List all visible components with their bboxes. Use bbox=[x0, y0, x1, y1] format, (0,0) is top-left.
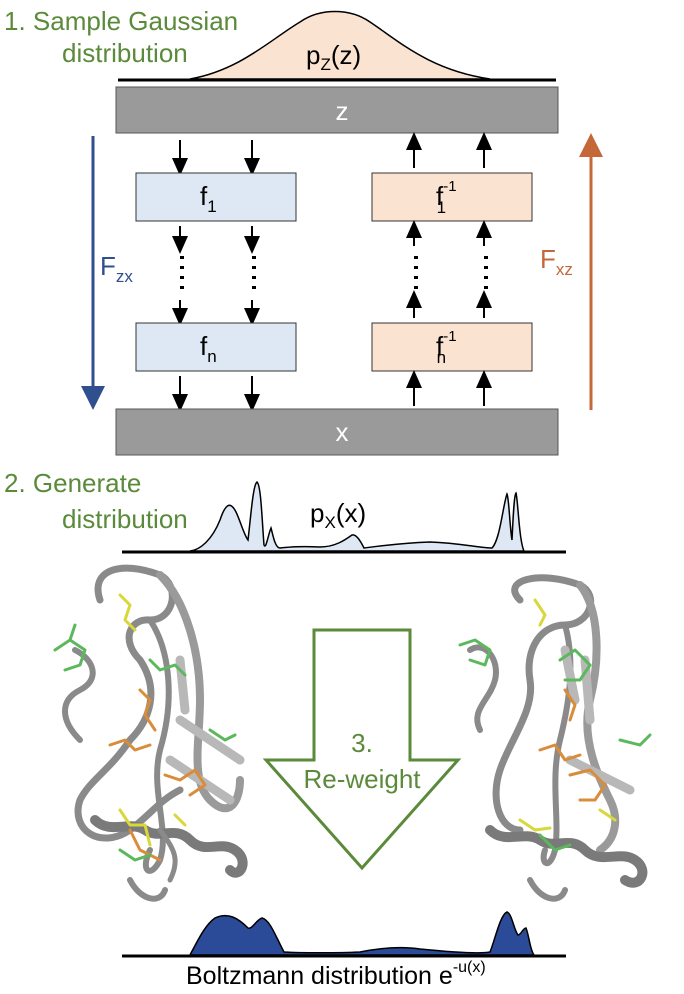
boltzmann-label: Boltzmann distribution e-u(x) bbox=[186, 959, 486, 990]
generated-distribution-curve bbox=[189, 481, 526, 552]
step1-line2: distribution bbox=[62, 38, 188, 68]
latent-label: z bbox=[336, 96, 349, 126]
inverse-f1-box bbox=[371, 172, 533, 222]
step3-line2: Re-weight bbox=[303, 764, 421, 794]
step1-line1: 1. Sample Gaussian bbox=[4, 6, 238, 36]
forward-f1-label: f1 bbox=[200, 181, 217, 216]
step2-line1: 2. Generate bbox=[4, 468, 141, 498]
data-bar bbox=[115, 408, 559, 456]
data-bar-label: x bbox=[336, 417, 349, 447]
protein-structure-right bbox=[458, 574, 652, 902]
latent-bar bbox=[115, 86, 559, 134]
forward-f1-box bbox=[135, 172, 297, 222]
inverse-f1-label: f-1 1 bbox=[436, 178, 457, 217]
protein-structure-left bbox=[53, 564, 248, 902]
gaussian-curve bbox=[189, 10, 491, 80]
inverse-flow-label: Fxz bbox=[540, 244, 573, 279]
boltzmann-curve bbox=[188, 911, 536, 956]
px-label: pX(x) bbox=[310, 498, 366, 532]
inverse-fn-label: f-1 n bbox=[436, 328, 457, 367]
reweight-arrow bbox=[262, 628, 462, 871]
pz-label: pZ(z) bbox=[306, 40, 361, 74]
step3-line1: 3. bbox=[351, 728, 373, 758]
inverse-fn-box bbox=[371, 322, 533, 372]
forward-flow-label: Fzx bbox=[100, 251, 133, 286]
step2-line2: distribution bbox=[62, 504, 188, 534]
forward-fn-box bbox=[135, 322, 297, 372]
forward-fn-label: fn bbox=[200, 331, 217, 366]
